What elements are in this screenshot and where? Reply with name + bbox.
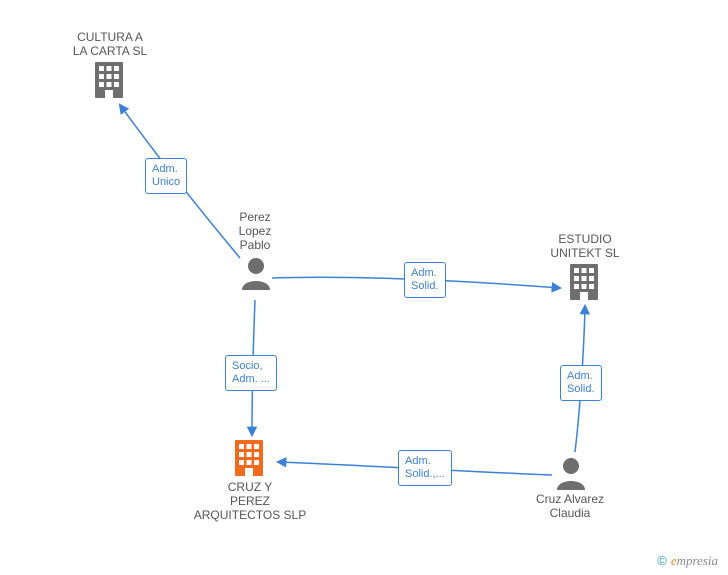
edge-label-perez-estudio: Adm. Solid. bbox=[404, 262, 446, 298]
node-claudia-icon[interactable] bbox=[557, 458, 585, 490]
watermark: ©empresia bbox=[657, 553, 718, 569]
node-estudio-label[interactable]: ESTUDIO UNITEKT SL bbox=[530, 232, 640, 260]
node-cruzperez-label[interactable]: CRUZ Y PEREZ ARQUITECTOS SLP bbox=[180, 480, 320, 522]
node-cruzperez-icon[interactable] bbox=[235, 440, 263, 476]
brand-rest: mpresia bbox=[677, 553, 718, 568]
edge-label-claudia-cruzperez: Adm. Solid.,... bbox=[398, 450, 452, 486]
edge-label-perez-cultura: Adm. Unico bbox=[145, 158, 187, 194]
copyright-symbol: © bbox=[657, 553, 667, 568]
edge-label-claudia-estudio: Adm. Solid. bbox=[560, 365, 602, 401]
node-claudia-label[interactable]: Cruz Alvarez Claudia bbox=[515, 492, 625, 520]
node-perez-icon[interactable] bbox=[242, 258, 270, 290]
edges-group bbox=[120, 105, 585, 475]
edge-label-perez-cruzperez: Socio, Adm. ... bbox=[225, 355, 277, 391]
node-estudio-icon[interactable] bbox=[570, 264, 598, 300]
diagram-canvas bbox=[0, 0, 728, 575]
node-cultura-label[interactable]: CULTURA A LA CARTA SL bbox=[60, 30, 160, 58]
node-cultura-icon[interactable] bbox=[95, 62, 123, 98]
node-perez-label[interactable]: Perez Lopez Pablo bbox=[225, 210, 285, 252]
